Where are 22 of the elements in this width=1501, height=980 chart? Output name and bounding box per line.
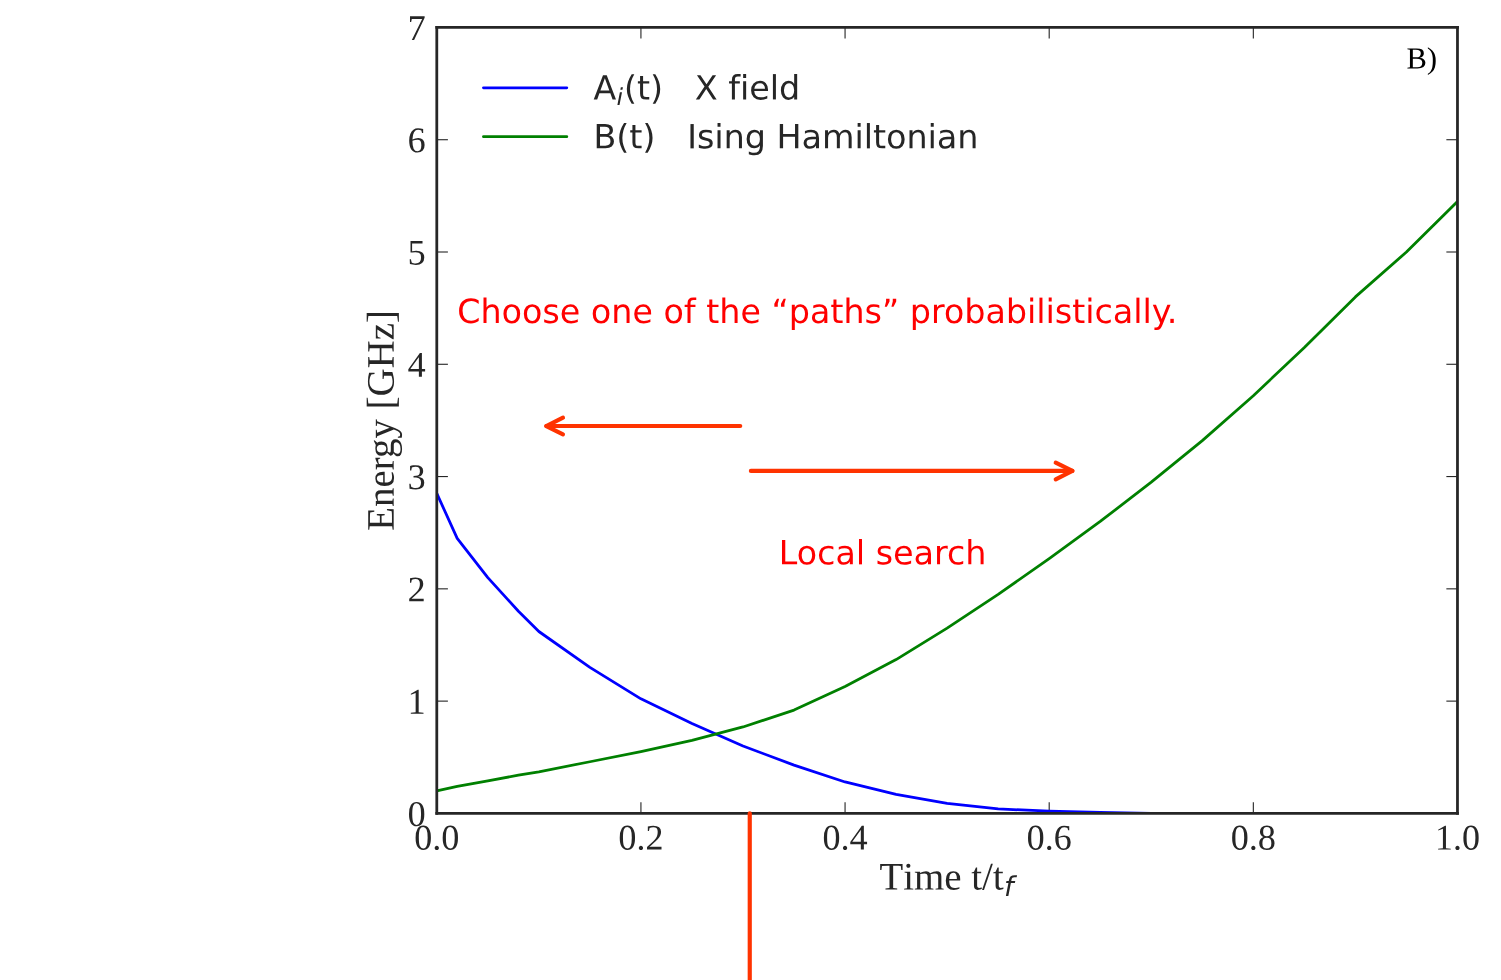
line-series [436, 200, 1458, 793]
legend-label: A$_{i}$(t) X field [593, 74, 798, 105]
annotation: B) [1407, 47, 1436, 75]
y-tick-label: 0 [409, 801, 425, 827]
y-tick-label: 3 [409, 465, 425, 490]
x-tick-label: 0.2 [619, 825, 662, 851]
y-tick-label: 5 [409, 240, 425, 265]
x-tick-label: 1.0 [1438, 825, 1479, 851]
annotation: Choose one of the “paths” probabilistically. [459, 297, 1174, 330]
x-tick-label: 0.6 [1028, 825, 1071, 851]
y-tick-label: 2 [409, 577, 424, 602]
x-tick-label: 0.4 [823, 825, 868, 851]
legend-label: B(t) Ising Hamiltonian [596, 123, 976, 156]
annotation: Local search [781, 539, 984, 565]
y-tick-label: 4 [408, 353, 426, 377]
x-tick-label: 0.0 [415, 825, 458, 851]
y-axis-title: Energy [GHz] [366, 312, 403, 530]
y-tick-label: 6 [409, 128, 425, 153]
y-tick-label: 1 [410, 689, 424, 714]
x-axis-title: Time t/t$_{f}$ [880, 863, 1018, 896]
x-tick-label: 0.8 [1232, 825, 1275, 851]
y-tick-label: 7 [410, 16, 425, 40]
